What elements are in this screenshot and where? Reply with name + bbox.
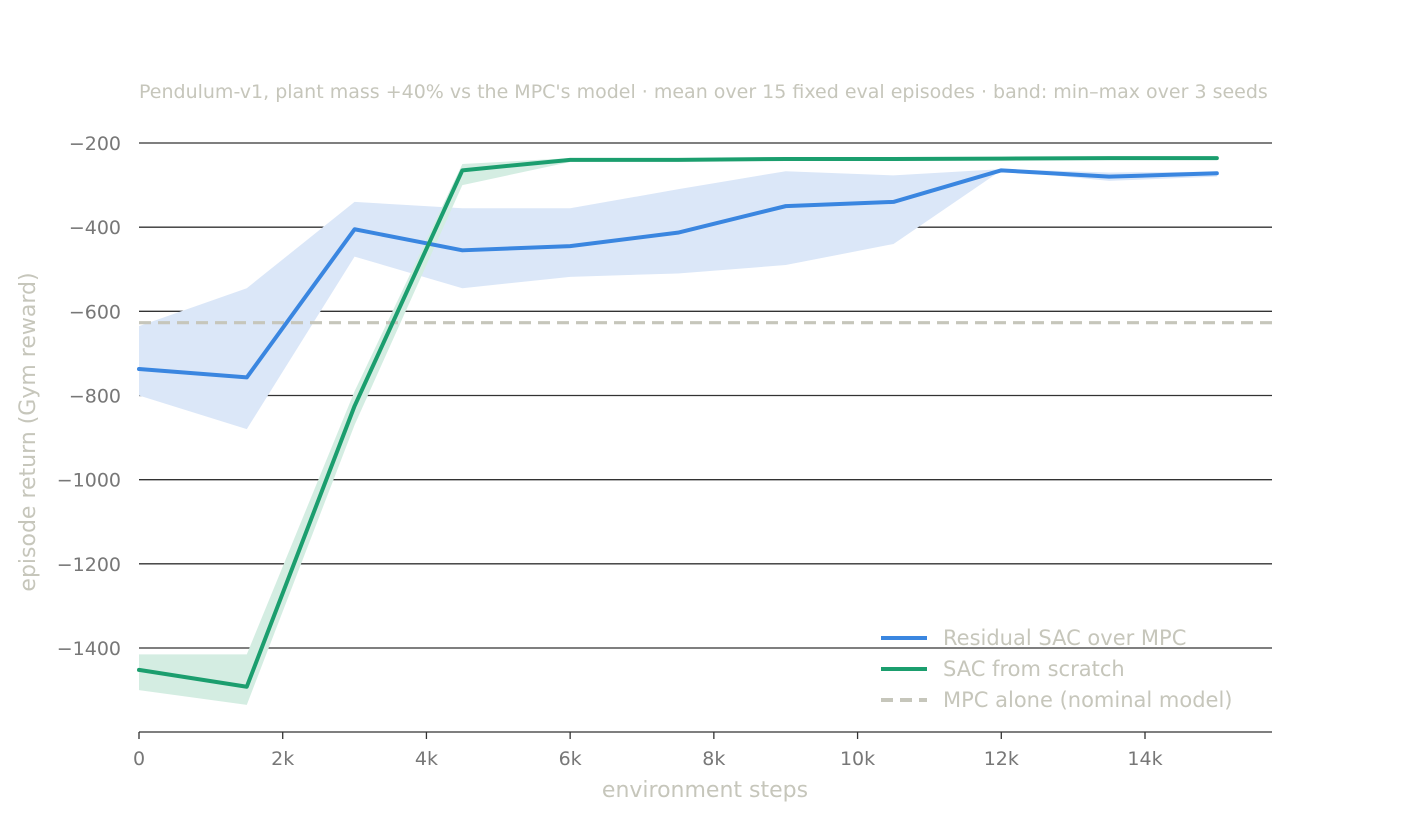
x-tick-label: 0: [133, 748, 145, 770]
x-tick-label: 10k: [840, 748, 875, 770]
legend-label: Residual SAC over MPC: [943, 626, 1186, 650]
y-tick-label: −1000: [57, 470, 121, 492]
x-tick-label: 6k: [559, 748, 582, 770]
legend: Residual SAC over MPC SAC from scratch MPC…: [881, 626, 1233, 712]
x-axis: 0 2k 4k 6k 8k 10k 12k 14k: [133, 731, 1272, 770]
line-layer: [137, 156, 1219, 689]
legend-label: SAC from scratch: [943, 657, 1125, 681]
legend-label: MPC alone (nominal model): [943, 688, 1233, 712]
chart-subtitle: Pendulum-v1, plant mass +40% vs the MPC'…: [139, 81, 1268, 103]
y-axis: −200 −400 −600 −800 −1000 −1200 −1400: [57, 133, 121, 660]
y-tick-label: −1400: [57, 638, 121, 660]
x-tick-label: 14k: [1127, 748, 1162, 770]
band-layer: [139, 157, 1217, 705]
series-band: [139, 157, 1217, 705]
x-tick-label: 2k: [271, 748, 294, 770]
y-tick-label: −400: [69, 217, 121, 239]
y-tick-label: −600: [69, 301, 121, 323]
x-tick-label: 8k: [702, 748, 725, 770]
y-tick-label: −800: [69, 386, 121, 408]
x-tick-label: 4k: [415, 748, 438, 770]
series-line: [137, 168, 1219, 380]
y-tick-label: −200: [69, 133, 121, 155]
y-tick-label: −1200: [57, 554, 121, 576]
x-axis-label: environment steps: [602, 778, 808, 803]
x-tick-label: 12k: [984, 748, 1019, 770]
series-band: [139, 169, 1217, 430]
y-axis-label: episode return (Gym reward): [16, 272, 41, 591]
series-line: [137, 156, 1219, 689]
